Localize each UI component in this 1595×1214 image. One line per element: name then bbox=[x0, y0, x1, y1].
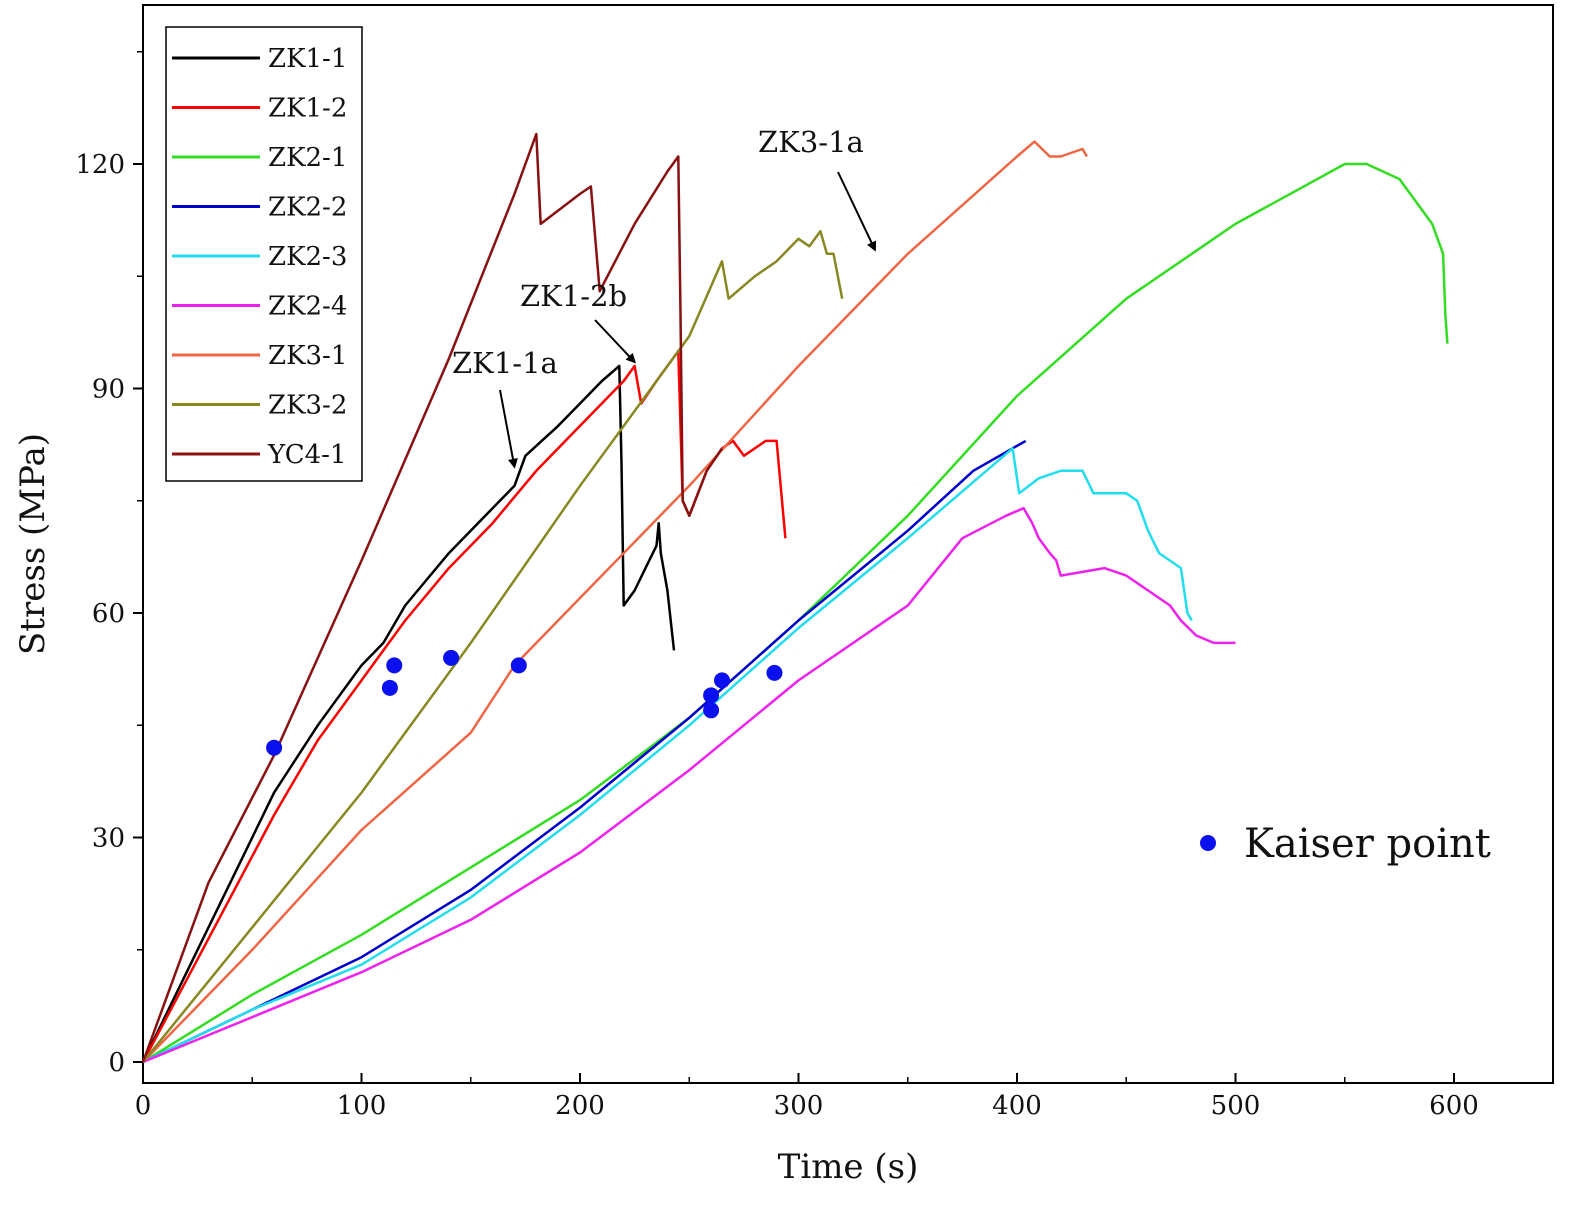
series-line-zk1-1 bbox=[141, 364, 676, 1063]
annotation-arrow bbox=[594, 319, 636, 364]
kaiser-legend: Kaiser point bbox=[1200, 821, 1491, 867]
x-tick-label: 600 bbox=[1429, 1091, 1479, 1121]
kaiser-point bbox=[703, 702, 720, 719]
legend-label: ZK2-1 bbox=[268, 143, 347, 173]
annotation-label: ZK3-1a bbox=[758, 125, 864, 159]
plot-frame bbox=[142, 4, 1554, 1084]
series-line-zk2-3 bbox=[142, 447, 1193, 1064]
series-line-zk3-1 bbox=[142, 140, 1088, 1063]
legend: ZK1-1 ZK1-2 ZK2-1 ZK2-2 ZK2-3 ZK2-4 ZK3-1 ZK3-2… bbox=[165, 26, 363, 482]
series-line-yc4-1 bbox=[141, 132, 724, 1063]
legend-label: YC4-1 bbox=[267, 440, 346, 470]
x-tick-label: 500 bbox=[1211, 1091, 1261, 1121]
kaiser-point bbox=[443, 649, 460, 666]
kaiser-layer bbox=[266, 649, 783, 756]
legend-label: ZK2-3 bbox=[268, 242, 347, 272]
kaiser-legend-marker bbox=[1200, 835, 1216, 851]
series-line-zk2-4 bbox=[142, 506, 1236, 1064]
annotation-label: ZK1-2b bbox=[520, 279, 627, 313]
kaiser-legend-label: Kaiser point bbox=[1244, 821, 1491, 867]
legend-label: ZK1-1 bbox=[268, 44, 347, 74]
kaiser-point bbox=[381, 679, 398, 696]
legend-label: ZK2-2 bbox=[268, 193, 347, 223]
kaiser-point bbox=[766, 664, 783, 681]
y-tick-label: 60 bbox=[92, 599, 125, 629]
kaiser-point bbox=[510, 657, 527, 674]
x-tick-label: 0 bbox=[135, 1091, 152, 1121]
legend-label: ZK2-4 bbox=[268, 292, 347, 322]
legend-label: ZK3-2 bbox=[268, 391, 347, 421]
kaiser-point bbox=[703, 687, 720, 704]
y-tick-label: 90 bbox=[92, 375, 125, 405]
series-line-zk2-1 bbox=[142, 162, 1449, 1064]
annotation-label: ZK1-1a bbox=[452, 346, 558, 380]
y-tick-label: 0 bbox=[108, 1048, 125, 1078]
x-tick-label: 400 bbox=[992, 1091, 1042, 1121]
x-tick-label: 100 bbox=[337, 1091, 387, 1121]
x-tick-label: 200 bbox=[555, 1091, 605, 1121]
legend-items: ZK1-1 ZK1-2 ZK2-1 ZK2-2 ZK2-3 ZK2-4 ZK3-1 ZK3-2… bbox=[172, 44, 347, 470]
annotation-layer: ZK1-1a ZK1-2b ZK3-1a bbox=[452, 125, 877, 469]
annotation-arrow bbox=[837, 171, 877, 252]
x-axis-title: Time (s) bbox=[778, 1147, 919, 1187]
ticks: 0 100 200 300 400 500 600 0 30 60 90 120 bbox=[75, 51, 1479, 1121]
y-tick-label: 120 bbox=[75, 150, 125, 180]
legend-label: ZK3-1 bbox=[268, 341, 347, 371]
series-line-zk2-2 bbox=[142, 439, 1027, 1064]
series-line-zk3-2 bbox=[142, 230, 844, 1063]
x-tick-label: 300 bbox=[774, 1091, 824, 1121]
legend-label: ZK1-2 bbox=[268, 94, 347, 124]
kaiser-point bbox=[266, 739, 283, 756]
kaiser-point bbox=[714, 672, 731, 689]
y-axis-title: Stress (MPa) bbox=[13, 433, 53, 655]
series-line-zk1-2 bbox=[141, 349, 787, 1063]
series-layer bbox=[141, 132, 1449, 1064]
y-tick-label: 30 bbox=[92, 824, 125, 854]
kaiser-point bbox=[386, 657, 403, 674]
annotation-arrow bbox=[499, 389, 518, 469]
